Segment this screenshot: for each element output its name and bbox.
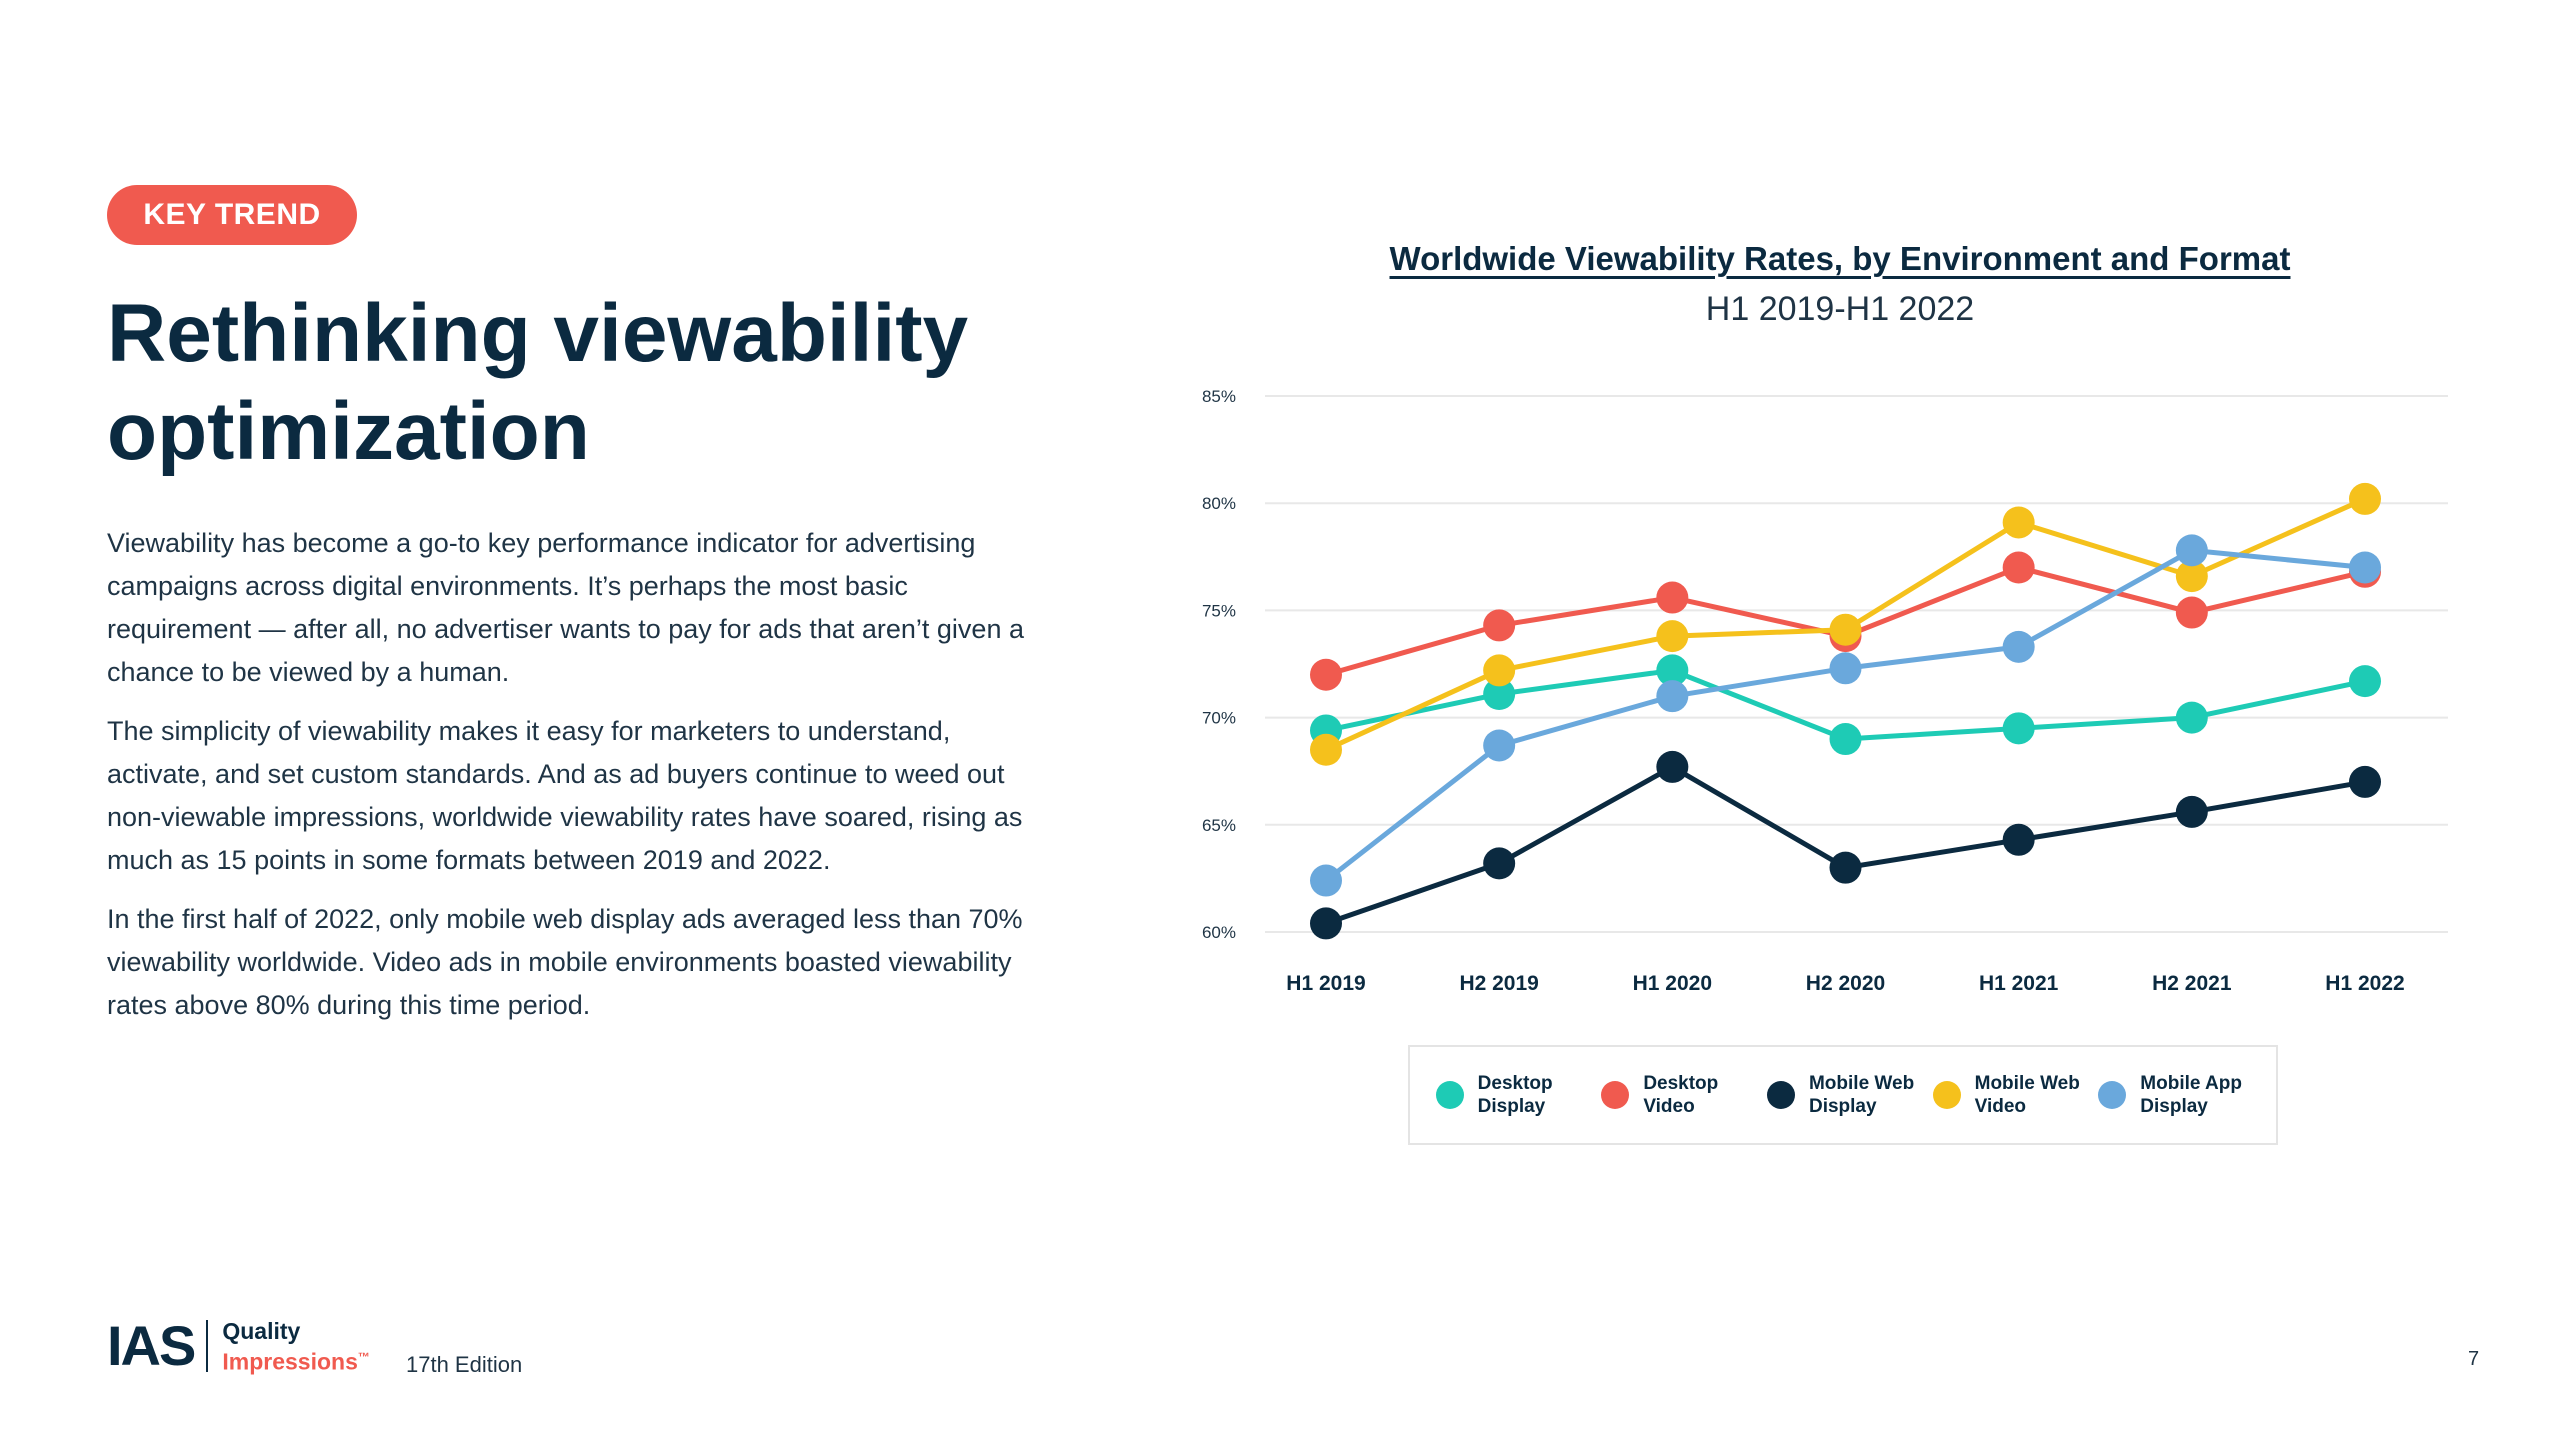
paragraph-3: In the first half of 2022, only mobile w… [107, 904, 1023, 1020]
x-tick-label: H2 2021 [2152, 972, 2232, 995]
legend-item-mobile-web-video: Mobile Web Video [1932, 1072, 2085, 1118]
data-point-mobile-app-display [1829, 652, 1862, 685]
data-point-desktop-video [2002, 551, 2035, 584]
x-tick-label: H1 2021 [1979, 972, 2059, 995]
data-point-mobile-app-display [2002, 630, 2035, 663]
legend-dot-mobile-web-display [1766, 1081, 1795, 1109]
data-point-mobile-web-video [1483, 654, 1516, 687]
legend-label-mobile-web-display: Mobile Web Display [1808, 1073, 1915, 1117]
data-point-mobile-app-display [2175, 534, 2208, 567]
data-point-mobile-web-display [2175, 795, 2208, 828]
x-tick-label: H1 2020 [1633, 972, 1712, 995]
data-point-desktop-video [1310, 658, 1342, 691]
legend-dot-desktop-video [1601, 1081, 1630, 1109]
chart-subtitle: H1 2019-H1 2022 [1705, 290, 1975, 328]
data-point-desktop-display [1656, 654, 1689, 687]
y-tick-label: 70% [1202, 709, 1236, 728]
data-point-desktop-video [2175, 596, 2208, 629]
x-tick-label: H1 2022 [2325, 972, 2404, 995]
x-tick-label: H2 2019 [1459, 972, 1538, 995]
y-tick-label: 75% [1202, 601, 1236, 620]
page-title: Rethinking viewability optimization [107, 288, 969, 477]
y-tick-label: 80% [1202, 494, 1236, 513]
edition-label: 17th Edition [406, 1352, 523, 1377]
chart-legend: Desktop Display Desktop Video Mobile Web… [1408, 1045, 2278, 1145]
legend-item-desktop-video: Desktop Video [1601, 1072, 1753, 1118]
legend-dot-mobile-app-display [2098, 1081, 2127, 1109]
logo-text: Quality Impressions™ [222, 1318, 370, 1375]
body-text: Viewability has become a go-to key perfo… [107, 522, 1037, 1043]
data-point-desktop-display [1483, 678, 1516, 711]
y-tick-label: 65% [1202, 816, 1236, 835]
legend-item-desktop-display: Desktop Display [1435, 1072, 1588, 1118]
logo-divider [206, 1320, 209, 1373]
legend-label-desktop-display: Desktop Display [1477, 1073, 1553, 1117]
data-point-desktop-video [1483, 609, 1516, 642]
data-point-mobile-web-display [1829, 851, 1862, 884]
data-point-mobile-web-display [2002, 823, 2035, 856]
data-point-mobile-web-video [1310, 733, 1342, 766]
data-point-mobile-web-video [2002, 506, 2035, 539]
logo-trademark: ™ [357, 1350, 370, 1364]
paragraph-2: The simplicity of viewability makes it e… [107, 716, 1023, 875]
legend-label-mobile-app-display: Mobile App Display [2140, 1073, 2242, 1117]
legend-label-mobile-web-video: Mobile Web Video [1974, 1073, 2080, 1117]
data-point-mobile-web-video [2349, 482, 2381, 515]
logo-impressions: Impressions™ [222, 1344, 370, 1375]
data-point-mobile-web-video [1829, 613, 1862, 646]
chart-title: Worldwide Viewability Rates, by Environm… [1389, 240, 2291, 277]
data-point-mobile-web-display [2349, 765, 2381, 798]
data-point-mobile-web-video [1656, 620, 1689, 653]
data-point-desktop-display [2175, 701, 2208, 734]
data-point-mobile-app-display [1310, 864, 1342, 897]
legend-label-desktop-video: Desktop Video [1643, 1073, 1719, 1117]
data-point-desktop-display [2002, 712, 2035, 745]
data-point-mobile-app-display [1483, 729, 1516, 762]
legend-item-mobile-app-display: Mobile App Display [2098, 1072, 2250, 1118]
data-point-desktop-video [1656, 581, 1689, 614]
data-point-mobile-web-display [1656, 750, 1689, 783]
data-point-desktop-display [2349, 665, 2381, 698]
data-point-mobile-app-display [2349, 551, 2381, 584]
series-line-mobile-web-display [1323, 764, 2368, 926]
logo-impressions-word: Impressions [222, 1348, 358, 1375]
logo-mark: IAS [107, 1314, 196, 1378]
y-tick-label: 85% [1202, 387, 1236, 406]
key-trend-badge: KEY TREND [107, 185, 357, 245]
x-tick-label: H2 2020 [1806, 972, 1885, 995]
data-point-mobile-app-display [1656, 680, 1689, 713]
legend-item-mobile-web-display: Mobile Web Display [1766, 1072, 1919, 1118]
data-point-mobile-web-display [1483, 847, 1516, 880]
data-point-mobile-web-video [2175, 560, 2208, 593]
y-tick-label: 60% [1202, 923, 1236, 942]
legend-dot-desktop-display [1435, 1081, 1464, 1109]
x-tick-label: H1 2019 [1286, 972, 1365, 995]
legend-dot-mobile-web-video [1932, 1081, 1961, 1109]
logo-quality: Quality [222, 1318, 301, 1344]
ias-logo: IAS Quality Impressions™ [107, 1318, 370, 1375]
data-point-desktop-display [1829, 723, 1862, 756]
page-number: 7 [2468, 1348, 2480, 1370]
data-point-mobile-web-display [1310, 907, 1342, 940]
paragraph-1: Viewability has become a go-to key perfo… [107, 528, 1024, 687]
